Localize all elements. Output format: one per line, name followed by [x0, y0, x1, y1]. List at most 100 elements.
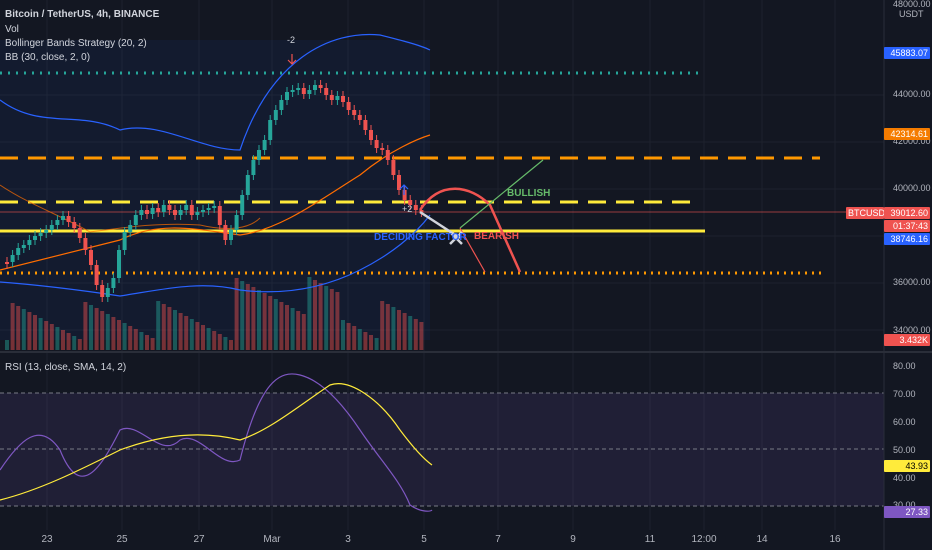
bearish-arrow	[459, 227, 486, 273]
x-tick: 3	[345, 534, 351, 545]
candle-body	[285, 92, 289, 100]
bb-legend[interactable]: BB (30, close, 2, 0)	[5, 52, 91, 63]
candle-body	[212, 206, 217, 208]
candle-body	[369, 130, 373, 140]
x-tick: 16	[829, 534, 841, 545]
candle-body	[111, 278, 116, 288]
candle-body	[268, 120, 273, 140]
candle-body	[156, 208, 161, 212]
countdown-tag: 01:37:43	[884, 220, 930, 232]
candle-body	[257, 150, 261, 160]
rsi-tick: 40.00	[893, 473, 916, 483]
rsi-ma-tag: 43.93	[884, 460, 930, 472]
volume-bar	[408, 316, 413, 350]
strategy-legend[interactable]: Bollinger Bands Strategy (20, 2)	[5, 38, 147, 49]
candle-body	[44, 230, 49, 233]
volume-bar	[201, 325, 205, 350]
rsi-tick: 60.00	[893, 417, 916, 427]
candle-body	[296, 88, 301, 90]
volume-bar	[10, 303, 15, 350]
candle-body	[234, 215, 239, 230]
volume-bar	[178, 313, 183, 350]
volume-bar	[369, 335, 373, 350]
x-tick: 23	[41, 534, 53, 545]
volume-bar	[391, 307, 396, 350]
rsi-legend[interactable]: RSI (13, close, SMA, 14, 2)	[5, 362, 127, 373]
price-tick: 42000.00	[893, 136, 931, 146]
volume-bar	[318, 283, 323, 350]
candle-body	[38, 233, 43, 236]
bb-lower-band	[0, 214, 431, 297]
volume-bar	[329, 289, 334, 350]
candle-body	[189, 205, 194, 215]
x-tick: 27	[193, 534, 205, 545]
volume-bar	[397, 310, 401, 350]
candle-body	[150, 208, 155, 214]
volume-bar	[245, 284, 250, 350]
candle-body	[352, 110, 357, 115]
bb-basis	[0, 134, 431, 271]
candle-body	[240, 195, 245, 215]
candle-body	[245, 175, 250, 195]
volume-bar	[100, 311, 105, 350]
candle-body	[195, 212, 200, 215]
volume-bar	[341, 320, 345, 350]
rsi-line	[0, 373, 433, 512]
candle-body	[128, 225, 133, 232]
candle-body	[346, 102, 351, 110]
price-tick: 44000.00	[893, 89, 931, 99]
rsi-ma-line	[0, 383, 433, 501]
volume-bar	[5, 340, 9, 350]
volume-bar	[419, 322, 424, 350]
x-tick: 9	[570, 534, 576, 545]
resistance-price-tag: 45883.07	[884, 47, 930, 59]
sell-signal-arrow	[287, 54, 297, 65]
volume-bar	[307, 277, 312, 350]
volume-bar	[167, 307, 172, 350]
candle-body	[273, 110, 278, 120]
candle-body	[83, 238, 88, 250]
volume-bar	[184, 316, 189, 350]
rsi-tick: 30.00	[893, 500, 916, 510]
volume-bar	[139, 332, 144, 350]
bb-upper-band	[0, 33, 431, 151]
volume-bar	[217, 334, 222, 350]
volume-bar	[117, 320, 121, 350]
volume-bar	[195, 322, 200, 350]
candle-body	[385, 150, 390, 160]
volume-bar	[296, 311, 301, 350]
volume-bar	[111, 317, 116, 350]
candle-body	[391, 160, 396, 175]
volume-bar	[44, 321, 49, 350]
candle-body	[408, 200, 413, 205]
bearish-label: BEARISH	[474, 231, 520, 242]
rsi-tick: 70.00	[893, 389, 916, 399]
volume-bar	[352, 326, 357, 350]
volume-bar	[105, 314, 110, 350]
candle-body	[66, 216, 71, 222]
bullish-arrow	[459, 159, 544, 229]
volume-bar	[122, 323, 127, 350]
volume-bars	[5, 277, 424, 350]
candle-body	[178, 210, 183, 215]
vol-legend[interactable]: Vol	[5, 24, 19, 35]
candle-body	[77, 228, 82, 238]
signal-bottom-label: +2	[402, 204, 413, 214]
volume-bar	[83, 302, 88, 350]
candle-body	[329, 95, 334, 100]
candle-body	[380, 148, 385, 150]
rsi-lines	[0, 373, 433, 512]
symbol-tag: BTCUSDT	[846, 207, 891, 219]
candle-body	[27, 240, 32, 245]
candle-body	[397, 175, 401, 190]
candle-body	[133, 215, 138, 225]
candle-body	[21, 245, 26, 248]
rsi-tick: 50.00	[893, 445, 916, 455]
volume-bar	[128, 326, 133, 350]
symbol-legend[interactable]: Bitcoin / TetherUS, 4h, BINANCE	[5, 9, 160, 20]
volume-bar	[301, 314, 306, 350]
rsi-tick: 80.00	[893, 361, 916, 371]
last-price-tag: 39012.60	[884, 207, 930, 219]
candle-body	[61, 216, 65, 220]
